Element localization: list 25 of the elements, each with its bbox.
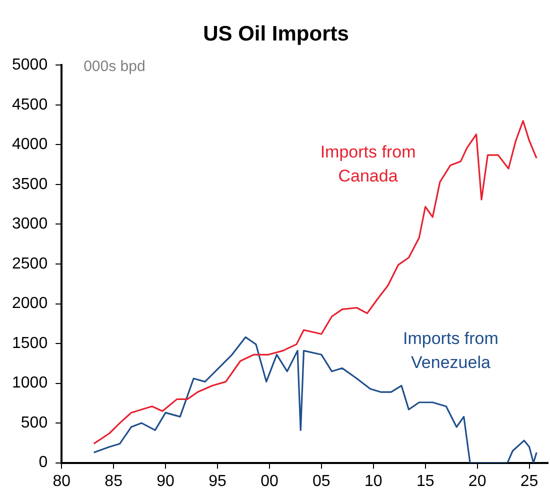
x-tick-label: 20 (468, 472, 486, 490)
y-tick-label: 2000 (12, 295, 48, 312)
y-tick-label: 0 (38, 454, 48, 472)
y-axis-title: 000s bpd (84, 58, 146, 75)
x-tick-label: 95 (208, 472, 226, 490)
y-tick-label: 1500 (12, 334, 48, 352)
x-tick-label: 15 (416, 472, 434, 490)
y-tick-label: 4500 (12, 96, 48, 114)
y-tick-label: 5000 (12, 56, 48, 74)
y-tick-label: 3500 (12, 176, 48, 193)
series-label: Imports from Canada (320, 142, 416, 186)
y-tick-label: 2500 (12, 255, 48, 272)
x-tick-label: 05 (312, 472, 330, 490)
x-tick-label: 90 (156, 472, 175, 490)
y-tick-label: 1000 (12, 374, 48, 392)
y-tick-label: 4000 (12, 136, 48, 154)
y-tick-label: 500 (20, 414, 48, 432)
x-tick-label: 80 (52, 472, 71, 490)
y-tick-label: 3000 (12, 216, 48, 233)
series-label: Imports from Venezuela (403, 329, 498, 372)
x-tick-label: 25 (520, 472, 538, 490)
x-tick-label: 10 (364, 472, 382, 490)
x-tick-label: 00 (260, 472, 278, 490)
chart-title: US Oil Imports (203, 22, 349, 46)
x-tick-label: 85 (104, 472, 123, 490)
